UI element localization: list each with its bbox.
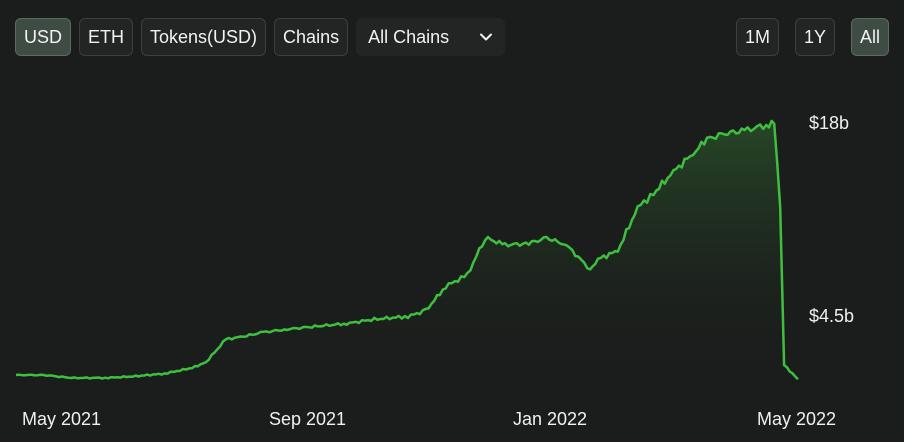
chain-select-value: All Chains [368,27,450,47]
y-tick-18b: $18b [809,113,849,133]
toolbar: USD ETH Tokens(USD) Chains All Chains [15,18,506,56]
range-all-button[interactable]: All [850,18,889,56]
x-tick-may-2021: May 2021 [22,409,101,429]
eth-button[interactable]: ETH [79,18,134,56]
chart-line [15,119,799,381]
tokens-usd-button[interactable]: Tokens(USD) [141,18,267,56]
x-tick-may-2022: May 2022 [757,409,836,429]
chains-button[interactable]: Chains [274,18,349,56]
range-1m-button[interactable]: 1M [735,18,779,56]
y-tick-4-5b: $4.5b [809,306,854,326]
x-tick-jan-2022: Jan 2022 [513,409,587,429]
time-range-group: 1M 1Y All [735,18,889,56]
chevron-down-icon [480,33,493,41]
chain-select[interactable]: All Chains [356,18,506,56]
usd-button[interactable]: USD [15,18,72,56]
x-tick-sep-2021: Sep 2021 [269,409,346,429]
range-1y-button[interactable]: 1Y [794,18,835,56]
chart-area [16,120,798,383]
